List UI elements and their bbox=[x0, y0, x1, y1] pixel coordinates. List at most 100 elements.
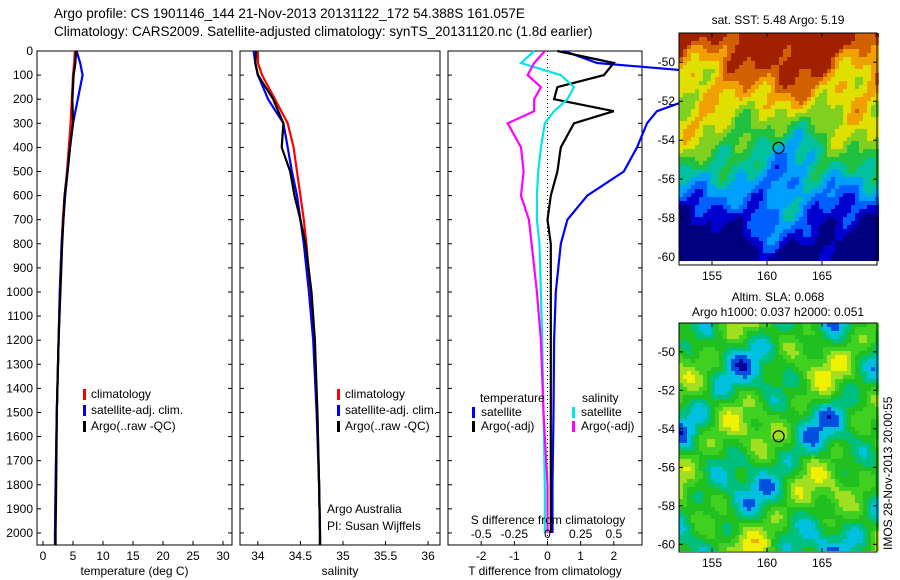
map-cell bbox=[715, 169, 719, 173]
map-cell bbox=[871, 379, 875, 383]
map-cell bbox=[755, 459, 759, 463]
map-cell bbox=[699, 189, 703, 193]
map-cell bbox=[703, 455, 707, 459]
map-cell bbox=[791, 145, 795, 149]
map-cell bbox=[859, 339, 863, 343]
map-cell bbox=[847, 371, 851, 375]
map-cell bbox=[807, 363, 811, 367]
x-tick-label-secondary: -0.5 bbox=[471, 527, 492, 541]
map-cell bbox=[855, 343, 859, 347]
map-cell bbox=[791, 177, 795, 181]
map-cell bbox=[735, 33, 739, 37]
map-cell bbox=[727, 181, 731, 185]
map-cell bbox=[863, 37, 867, 41]
map-cell bbox=[839, 403, 843, 407]
map-cell bbox=[699, 201, 703, 205]
map-cell bbox=[679, 73, 683, 77]
map-cell bbox=[679, 331, 683, 335]
map-cell bbox=[739, 411, 743, 415]
map-cell bbox=[839, 81, 843, 85]
map-cell bbox=[739, 387, 743, 391]
map-cell bbox=[751, 173, 755, 177]
map-cell bbox=[811, 205, 815, 209]
map-cell bbox=[699, 153, 703, 157]
map-cell bbox=[723, 427, 727, 431]
map-cell bbox=[859, 117, 863, 121]
map-cell bbox=[695, 419, 699, 423]
map-cell bbox=[747, 363, 751, 367]
map-cell bbox=[731, 93, 735, 97]
map-cell bbox=[735, 49, 739, 53]
map-cell bbox=[871, 49, 875, 53]
map-cell bbox=[823, 41, 827, 45]
map-cell bbox=[815, 165, 819, 169]
map-cell bbox=[715, 347, 719, 351]
map-cell bbox=[851, 161, 855, 165]
map-cell bbox=[831, 161, 835, 165]
map-cell bbox=[811, 431, 815, 435]
map-cell bbox=[827, 117, 831, 121]
map-cell bbox=[779, 161, 783, 165]
map-cell bbox=[767, 467, 771, 471]
map-cell bbox=[787, 73, 791, 77]
map-cell bbox=[691, 65, 695, 69]
map-cell bbox=[747, 415, 751, 419]
map-cell bbox=[699, 323, 703, 327]
map-cell bbox=[755, 173, 759, 177]
map-cell bbox=[691, 217, 695, 221]
map-cell bbox=[835, 121, 839, 125]
legend-swatch bbox=[337, 405, 340, 416]
map-cell bbox=[863, 73, 867, 77]
map-cell bbox=[731, 65, 735, 69]
map-cell bbox=[739, 165, 743, 169]
plot-frame bbox=[239, 50, 441, 546]
map-cell bbox=[703, 351, 707, 355]
map-cell bbox=[719, 245, 723, 249]
map-cell bbox=[731, 137, 735, 141]
map-cell bbox=[747, 217, 751, 221]
map-cell bbox=[783, 431, 787, 435]
map-cell bbox=[735, 233, 739, 237]
map-cell bbox=[779, 447, 783, 451]
map-cell bbox=[799, 427, 803, 431]
map-cell bbox=[739, 339, 743, 343]
map-cell bbox=[695, 77, 699, 81]
map-cell bbox=[803, 61, 807, 65]
map-cell bbox=[763, 73, 767, 77]
map-cell bbox=[759, 253, 763, 257]
map-cell bbox=[783, 351, 787, 355]
map-cell bbox=[775, 65, 779, 69]
map-cell bbox=[771, 61, 775, 65]
map-cell bbox=[715, 145, 719, 149]
map-cell bbox=[855, 249, 859, 253]
map-cell bbox=[791, 229, 795, 233]
map-cell bbox=[727, 451, 731, 455]
map-cell bbox=[739, 57, 743, 61]
map-cell bbox=[871, 169, 875, 173]
map-cell bbox=[795, 241, 799, 245]
map-cell bbox=[799, 133, 803, 137]
map-cell bbox=[735, 253, 739, 257]
map-cell bbox=[847, 343, 851, 347]
map-cell bbox=[759, 113, 763, 117]
map-cell bbox=[775, 97, 779, 101]
map-cell bbox=[691, 323, 695, 327]
map-cell bbox=[791, 423, 795, 427]
map-cell bbox=[791, 439, 795, 443]
map-cell bbox=[727, 133, 731, 137]
map-cell bbox=[767, 69, 771, 73]
map-cell bbox=[807, 323, 811, 327]
map-cell bbox=[759, 169, 763, 173]
map-cell bbox=[863, 113, 867, 117]
map-cell bbox=[691, 395, 695, 399]
map-cell bbox=[703, 391, 707, 395]
map-cell bbox=[767, 241, 771, 245]
map-cell bbox=[799, 201, 803, 205]
map-cell bbox=[707, 237, 711, 241]
map-cell bbox=[843, 395, 847, 399]
map-cell bbox=[827, 391, 831, 395]
legend-swatch bbox=[337, 389, 340, 400]
map-cell bbox=[711, 61, 715, 65]
map-cell bbox=[783, 455, 787, 459]
map-cell bbox=[859, 367, 863, 371]
